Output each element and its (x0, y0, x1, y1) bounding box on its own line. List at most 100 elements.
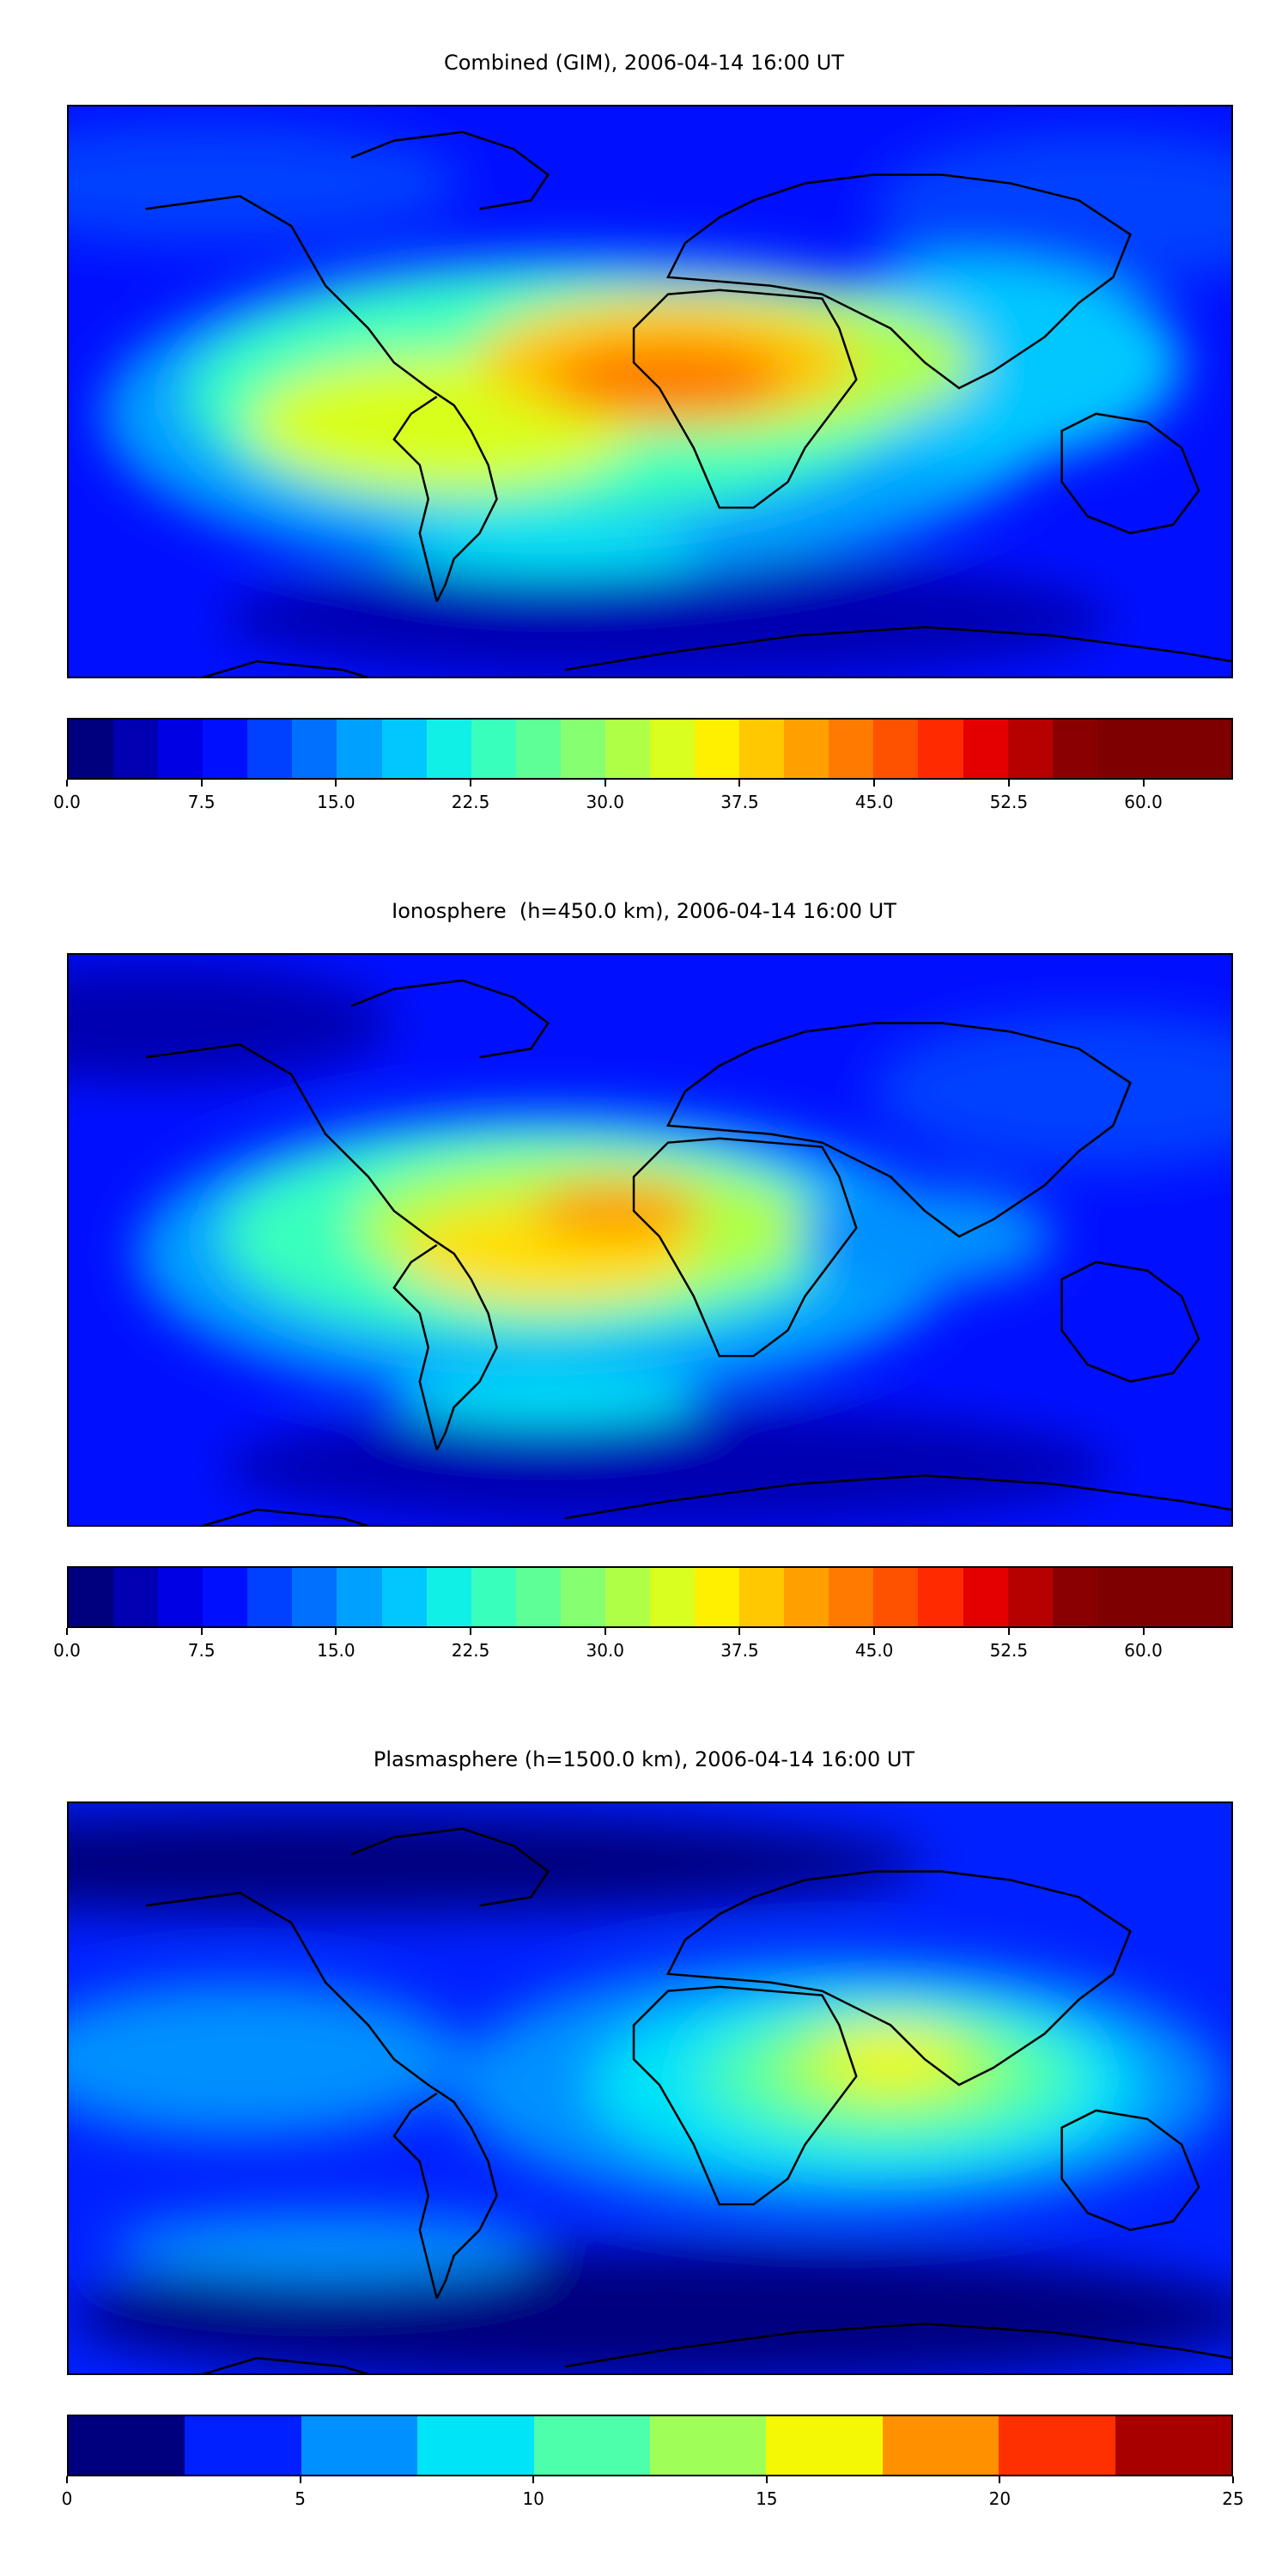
ionosphere-colorbar-swatch (829, 1568, 874, 1626)
ionosphere-colorbar-swatch (695, 1568, 740, 1626)
combined-colorbar-swatch (873, 720, 919, 778)
ionosphere-tick-mark (200, 1628, 203, 1635)
ionosphere-tick-label: 60.0 (1124, 1640, 1163, 1661)
plasmasphere-tick-mark (299, 2476, 301, 2483)
combined-tick-label: 45.0 (854, 792, 894, 812)
combined-colorbar (67, 718, 1233, 780)
combined-colorbar-swatch (1141, 720, 1187, 778)
plasmasphere-colorbar-swatch (69, 2416, 185, 2475)
plasmasphere-tick-label: 0 (61, 2488, 73, 2509)
ionosphere-colorbar-swatch (784, 1568, 829, 1626)
combined-colorbar-swatch (784, 720, 829, 778)
plasmasphere-colorbar-swatch (301, 2416, 418, 2475)
combined-tick-label: 60.0 (1124, 792, 1163, 812)
plasmasphere-colorbar-swatch (185, 2416, 301, 2475)
ionosphere-tick-mark (1007, 1628, 1010, 1635)
combined-colorbar-swatch (605, 720, 651, 778)
plasmasphere-colorbar-swatch (650, 2416, 767, 2475)
ionosphere-colorbar-swatch (873, 1568, 919, 1626)
ionosphere-tick-mark (1142, 1628, 1145, 1635)
combined-colorbar-ticks: 0.0 7.5 15.0 22.5 30.0 37.5 45.0 52.5 60.0 (53, 780, 1233, 817)
combined-colorbar-swatch (1007, 720, 1053, 778)
combined-colorbar-swatch (292, 720, 337, 778)
plasmasphere-coastlines (145, 1827, 1231, 2373)
plasmasphere-tick-mark (999, 2476, 1001, 2483)
ionosphere-tick-label: 22.5 (451, 1640, 490, 1661)
combined-colorbar-swatch (203, 720, 248, 778)
ionosphere-colorbar-swatch (560, 1568, 605, 1626)
combined-tick-label: 7.5 (187, 792, 216, 812)
combined-tick-mark (66, 780, 68, 787)
combined-coastlines (145, 131, 1231, 677)
combined-tick-mark (1007, 780, 1010, 787)
ionosphere-tick-mark (738, 1628, 741, 1635)
combined-colorbar-swatch (739, 720, 785, 778)
ionosphere-colorbar-swatch (1097, 1568, 1142, 1626)
combined-colorbar-swatch (426, 720, 471, 778)
ionosphere-tick-label: 52.5 (989, 1640, 1029, 1661)
combined-colorbar-swatch (515, 720, 561, 778)
combined-colorbar-swatch (829, 720, 874, 778)
combined-colorbar-swatch (963, 720, 1008, 778)
combined-colorbar-swatch (381, 720, 427, 778)
combined-tick-label: 52.5 (989, 792, 1029, 812)
combined-colorbar-swatch (1097, 720, 1142, 778)
combined-tick-mark (604, 780, 606, 787)
plasmasphere-tick-mark (1232, 2476, 1234, 2483)
combined-colorbar-swatch (113, 720, 159, 778)
ionosphere-map-svg (69, 955, 1231, 1525)
ionosphere-tick-mark (604, 1628, 606, 1635)
plasmasphere-map (67, 1801, 1233, 2375)
combined-title: Combined (GIM), 2006-04-14 16:00 UT (443, 51, 845, 75)
ionosphere-colorbar-swatch (471, 1568, 516, 1626)
combined-colorbar-swatch (471, 720, 516, 778)
ionosphere-coastlines (145, 979, 1231, 1525)
combined-colorbar-swatch (918, 720, 963, 778)
plasmasphere-colorbar-ticks: 0 5 10 15 20 25 (62, 2476, 1244, 2514)
ionosphere-colorbar-swatch (381, 1568, 427, 1626)
ionosphere-colorbar-ticks: 0.0 7.5 15.0 22.5 30.0 37.5 45.0 52.5 60.0 (53, 1628, 1233, 1666)
ionosphere-colorbar-swatch (515, 1568, 561, 1626)
combined-tick-mark (738, 780, 741, 787)
plasmasphere-tick-label: 10 (522, 2488, 544, 2509)
ionosphere-colorbar-swatch (650, 1568, 696, 1626)
combined-tick-mark (335, 780, 337, 787)
plasmasphere-colorbar-swatch (1115, 2416, 1232, 2475)
ionosphere-colorbar-swatch (426, 1568, 471, 1626)
combined-colorbar-swatch (560, 720, 605, 778)
plasmasphere-map-svg (69, 1803, 1231, 2373)
plasmasphere-colorbar-swatch (417, 2416, 534, 2475)
ionosphere-colorbar-swatch (1007, 1568, 1053, 1626)
ionosphere-colorbar-swatch (337, 1568, 382, 1626)
ionosphere-colorbar (67, 1566, 1233, 1628)
plasmasphere-tick-label: 20 (988, 2488, 1012, 2509)
ionosphere-tick-label: 30.0 (586, 1640, 625, 1661)
plasmasphere-colorbar-swatch (882, 2416, 999, 2475)
ionosphere-colorbar-swatch (918, 1568, 963, 1626)
combined-tick-mark (873, 780, 876, 787)
ionosphere-colorbar-swatch (292, 1568, 337, 1626)
plasmasphere-tick-mark (532, 2476, 535, 2483)
combined-colorbar-swatch (158, 720, 204, 778)
combined-tick-mark (1142, 780, 1145, 787)
plasmasphere-tick-label: 25 (1222, 2488, 1244, 2509)
plasmasphere-tick-label: 15 (756, 2488, 778, 2509)
ionosphere-colorbar-swatch (247, 1568, 293, 1626)
ionosphere-colorbar-swatch (963, 1568, 1008, 1626)
ionosphere-tick-label: 0.0 (53, 1640, 81, 1661)
combined-tick-label: 22.5 (451, 792, 490, 812)
plasmasphere-colorbar-swatch (533, 2416, 651, 2475)
plasmasphere-colorbar-swatch (999, 2416, 1115, 2475)
ionosphere-tick-label: 15.0 (317, 1640, 355, 1661)
combined-map-svg (69, 106, 1231, 677)
combined-colorbar-swatch (650, 720, 696, 778)
ionosphere-tick-label: 7.5 (187, 1640, 216, 1661)
combined-colorbar-swatch (337, 720, 382, 778)
plasmasphere-colorbar-swatch (766, 2416, 883, 2475)
combined-map (67, 105, 1233, 678)
plasmasphere-title: Plasmasphere (h=1500.0 km), 2006-04-14 1… (373, 1747, 915, 1771)
ionosphere-colorbar-swatch (1141, 1568, 1187, 1626)
ionosphere-title: Ionosphere (h=450.0 km), 2006-04-14 16:0… (392, 899, 896, 923)
ionosphere-colorbar-swatch (113, 1568, 159, 1626)
plasmasphere-colorbar (67, 2415, 1233, 2476)
